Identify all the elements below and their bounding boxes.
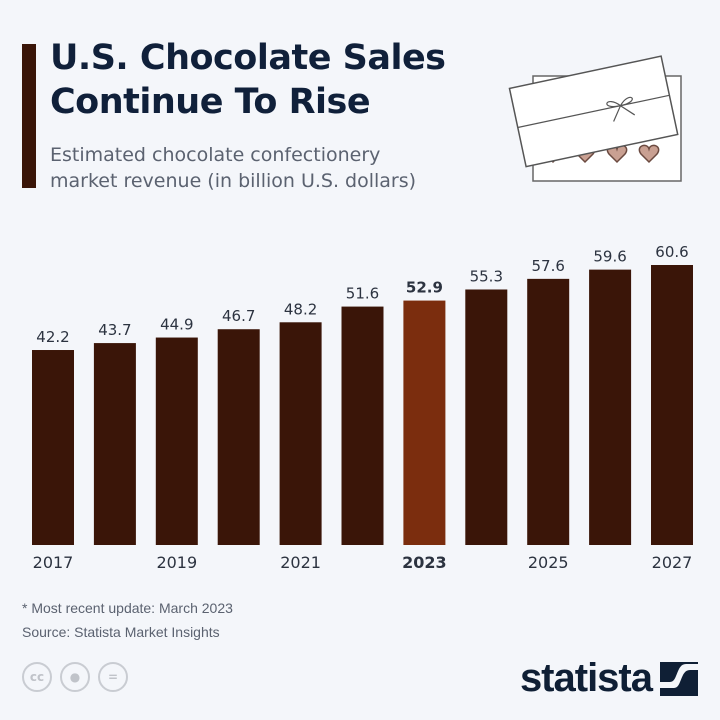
footnotes: * Most recent update: March 2023 Source:… [22, 596, 233, 644]
bar-2019 [155, 337, 198, 545]
subtitle-line: Estimated chocolate confectionery [50, 144, 381, 166]
bar-2027 [651, 265, 693, 545]
bar-2026 [589, 269, 632, 545]
bar-2017 [32, 350, 74, 545]
chart-subtitle: Estimated chocolate confectionery market… [50, 142, 416, 194]
value-label: 55.3 [470, 267, 503, 285]
source-note: Source: Statista Market Insights [22, 624, 220, 640]
cc-icon[interactable]: cc [22, 662, 52, 692]
update-note: * Most recent update: March 2023 [22, 600, 233, 616]
value-label: 46.7 [222, 307, 255, 325]
value-label: 59.6 [593, 248, 626, 266]
x-tick-label: 2023 [402, 553, 447, 572]
x-tick-label: 2025 [528, 553, 569, 572]
x-tick-label: 2021 [280, 553, 321, 572]
value-label: 57.6 [531, 257, 564, 275]
chart-title: U.S. Chocolate Sales Continue To Rise [50, 36, 446, 124]
logo-text: statista [519, 656, 653, 700]
statista-logo-icon [660, 661, 698, 696]
bar-2020 [217, 329, 260, 545]
x-tick-label: 2017 [33, 553, 74, 572]
value-label: 43.7 [98, 321, 131, 339]
bar-2021 [279, 322, 322, 545]
value-label: 44.9 [160, 316, 193, 334]
title-line: Continue To Rise [50, 82, 371, 122]
title-line: U.S. Chocolate Sales [50, 38, 446, 78]
bar-2018 [93, 343, 136, 545]
value-label: 51.6 [346, 285, 379, 303]
x-tick-label: 2027 [652, 553, 693, 572]
bar-2023 [403, 300, 446, 545]
bar-2025 [527, 278, 570, 545]
value-label: 48.2 [284, 300, 317, 318]
subtitle-line: market revenue (in billion U.S. dollars) [50, 170, 417, 192]
license-icons: cc ● = [22, 662, 128, 692]
value-label: 52.9 [406, 279, 443, 297]
no-derivatives-icon[interactable]: = [98, 662, 128, 692]
bar-2022 [341, 306, 384, 545]
chocolate-box-illustration [508, 55, 682, 182]
value-label: 60.6 [655, 243, 688, 261]
value-label: 42.2 [36, 328, 69, 346]
attribution-icon[interactable]: ● [60, 662, 90, 692]
bar-2024 [465, 289, 508, 545]
title-accent-bar [22, 44, 36, 188]
statista-logo[interactable]: statista [520, 656, 698, 701]
x-tick-label: 2019 [156, 553, 197, 572]
